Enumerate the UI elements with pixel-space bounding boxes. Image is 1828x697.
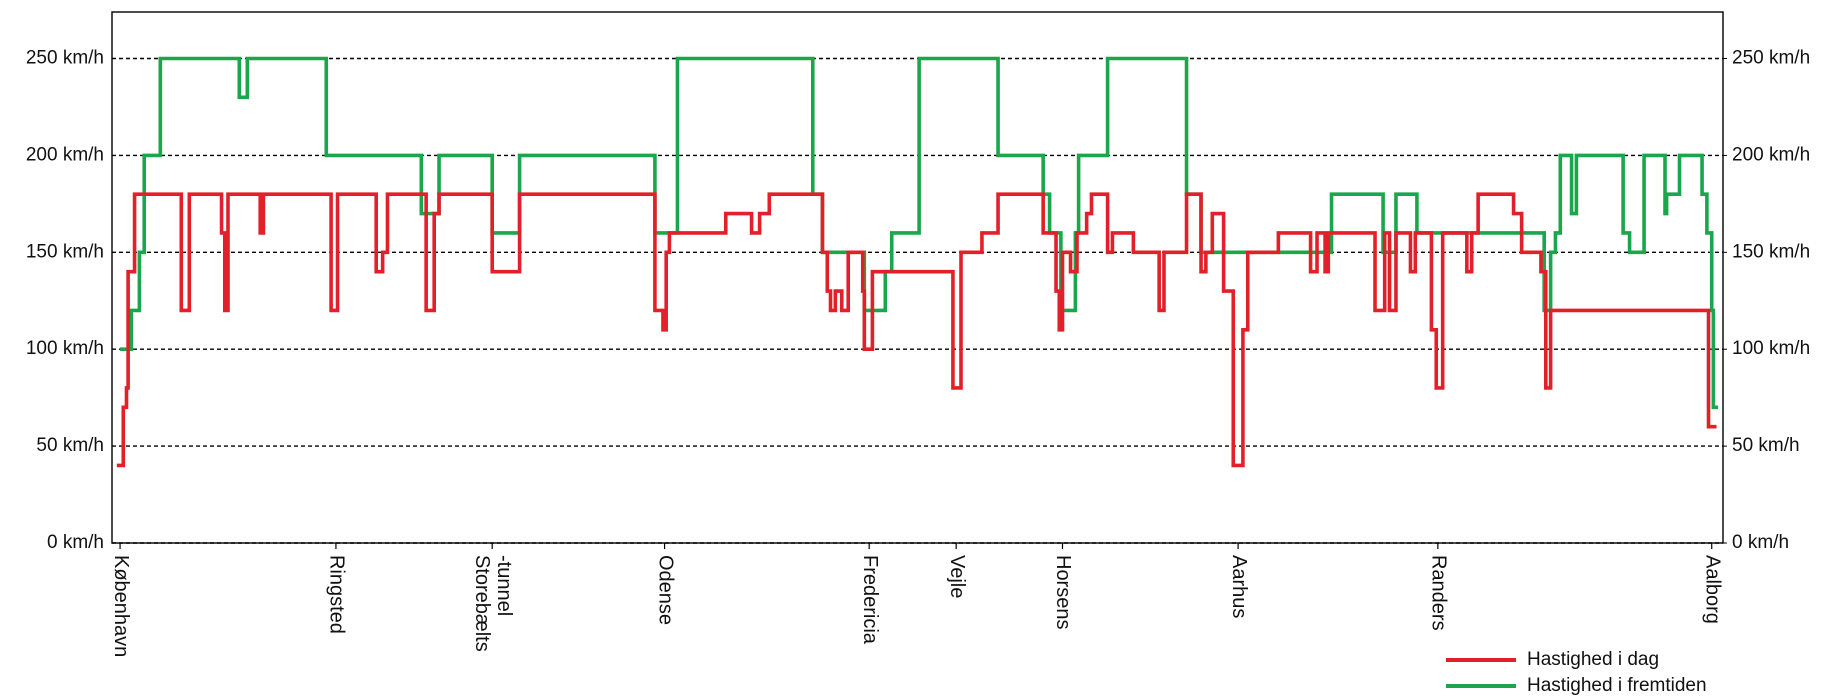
station-label: Storebælts [471, 555, 493, 652]
station-label: København [110, 555, 132, 657]
station-label: Ringsted [326, 555, 348, 634]
station-label: Fredericia [859, 555, 881, 645]
plot-frame [111, 11, 1724, 544]
y2-tick-label: 100 km/h [1732, 338, 1810, 359]
y-tick-label: 200 km/h [26, 144, 104, 165]
station-label: Aalborg [1701, 555, 1723, 624]
y2-tick-label: 150 km/h [1732, 241, 1810, 262]
station-label: Randers [1428, 555, 1450, 631]
station-label: Horsens [1052, 555, 1074, 629]
y-tick-label: 50 km/h [36, 435, 104, 456]
station-label: Vejle [946, 555, 968, 598]
y-tick-label: 150 km/h [26, 241, 104, 262]
y2-tick-label: 50 km/h [1732, 435, 1800, 456]
y-tick-label: 250 km/h [26, 48, 104, 69]
y2-tick-label: 250 km/h [1732, 48, 1810, 69]
y-tick-label: 100 km/h [26, 338, 104, 359]
y2-tick-label: 200 km/h [1732, 144, 1810, 165]
speed-line [116, 192, 1717, 468]
station-label: Aarhus [1228, 555, 1250, 618]
station-label: -tunnel [493, 555, 515, 616]
y-tick-label: 0 km/h [47, 532, 104, 553]
legend-label: Hastighed i fremtiden [1527, 675, 1707, 696]
legend-label: Hastighed i dag [1527, 649, 1659, 670]
station-label: Odense [654, 555, 676, 625]
y2-tick-label: 0 km/h [1732, 532, 1789, 553]
